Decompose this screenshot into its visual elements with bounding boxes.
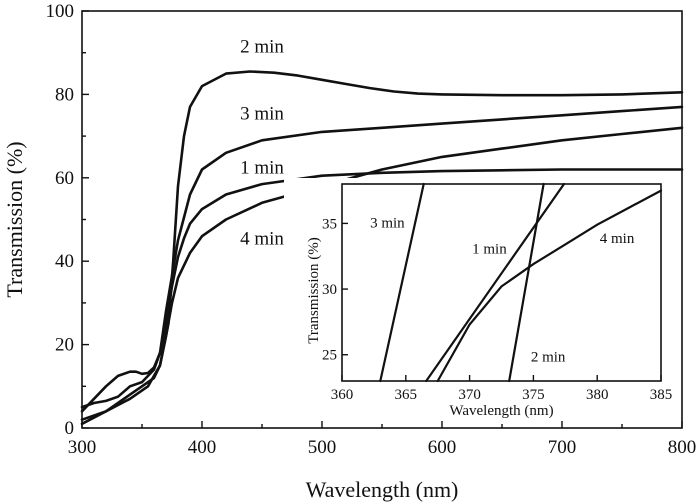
inset-series-line-3-min [379, 182, 425, 383]
inset-x-axis-label: Wavelength (nm) [449, 403, 553, 419]
inset-y-tick-label: 25 [322, 348, 337, 364]
inset-series-line-1-min [425, 182, 566, 383]
series-label: 4 min [240, 229, 284, 250]
inset-series-label: 3 min [370, 215, 405, 231]
inset-y-axis-label: Transmission (%) [306, 237, 322, 344]
y-tick-label: 60 [55, 168, 74, 189]
x-axis-label: Wavelength (nm) [306, 477, 459, 502]
inset-plot: 360 365 370 375 380 385 25 30 35 Wavelength (nm) T… [284, 178, 672, 421]
inset-x-tick-label: 385 [650, 387, 673, 403]
y-tick-label: 0 [65, 418, 75, 439]
series-line-1-min [80, 168, 684, 413]
inset-series-label: 4 min [600, 231, 635, 247]
inset-plot-frame [341, 183, 662, 382]
inset-x-tick-label: 360 [331, 387, 354, 403]
series-line-4-min [80, 126, 684, 426]
series-label: 1 min [240, 158, 284, 179]
inset-y-tick-label: 30 [322, 282, 337, 298]
y-axis-label: Transmission (%) [2, 141, 27, 297]
y-tick-label: 40 [55, 251, 74, 272]
x-tick-label: 500 [308, 437, 337, 458]
inset-series-label: 2 min [531, 349, 566, 365]
inset-series-line-4-min [436, 189, 663, 383]
x-tick-label: 800 [668, 437, 697, 458]
x-tick-label: 600 [428, 437, 457, 458]
series-label: 2 min [240, 37, 284, 58]
inset-x-tick-label: 375 [522, 387, 545, 403]
series-label: 3 min [240, 103, 284, 124]
x-tick-label: 700 [548, 437, 577, 458]
x-tick-label: 400 [188, 437, 217, 458]
y-tick-label: 80 [55, 84, 74, 105]
inset-series-line-2-min [508, 182, 545, 383]
inset-series-label: 1 min [472, 242, 507, 258]
y-tick-label: 100 [46, 1, 75, 22]
inset-x-tick-label: 365 [395, 387, 418, 403]
y-tick-label: 20 [55, 335, 74, 356]
inset-y-tick-label: 35 [322, 216, 337, 232]
inset-x-tick-label: 380 [586, 387, 609, 403]
series-line-3-min [80, 105, 684, 409]
inset-x-tick-label: 370 [458, 387, 481, 403]
x-tick-label: 300 [68, 437, 97, 458]
